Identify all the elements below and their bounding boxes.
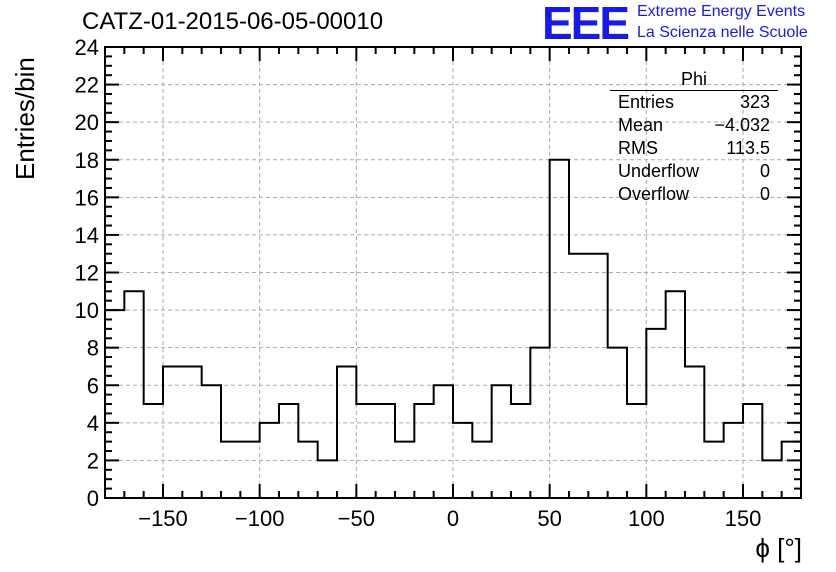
y-tick-label: 8 — [87, 336, 99, 361]
stats-label: Underflow — [618, 161, 700, 181]
y-tick-label: 0 — [87, 486, 99, 511]
y-tick-label: 12 — [75, 261, 99, 286]
y-tick-label: 16 — [75, 185, 99, 210]
stats-value: 0 — [759, 161, 770, 181]
y-tick-label: 6 — [87, 373, 99, 398]
stats-value: 323 — [739, 92, 770, 112]
stats-row-mean: Mean −4.032 — [610, 114, 778, 137]
x-tick-label: −100 — [235, 506, 285, 531]
x-tick-label: 0 — [447, 506, 459, 531]
stats-label: Entries — [618, 92, 675, 112]
stats-row-overflow: Overflow 0 — [610, 183, 778, 206]
stats-value: −4.032 — [714, 115, 770, 135]
y-tick-label: 4 — [87, 411, 99, 436]
y-tick-label: 18 — [75, 148, 99, 173]
logo-line-2: La Scienza nelle Scuole — [637, 24, 808, 41]
stats-box: Phi Entries 323 Mean −4.032 RMS 113.5 Un… — [610, 68, 778, 206]
y-tick-label: 10 — [75, 298, 99, 323]
stats-value: 0 — [759, 184, 770, 204]
stats-title: Phi — [610, 68, 778, 91]
x-tick-label: −150 — [138, 506, 188, 531]
x-axis-label: ϕ [°] — [755, 533, 802, 563]
stats-row-rms: RMS 113.5 — [610, 137, 778, 160]
stats-value: 113.5 — [726, 138, 770, 158]
x-tick-label: 50 — [537, 506, 561, 531]
y-axis-label: Entries/bin — [10, 57, 40, 180]
axis-ticks — [104, 46, 802, 499]
eee-logo: EEE — [542, 0, 630, 49]
y-tick-label: 24 — [75, 35, 99, 60]
stats-row-underflow: Underflow 0 — [610, 160, 778, 183]
logo-line-1: Extreme Energy Events — [637, 3, 806, 20]
stats-label: Mean — [618, 115, 664, 135]
histogram-line — [105, 158, 801, 462]
y-tick-label: 2 — [87, 448, 99, 473]
x-tick-label: 150 — [725, 506, 762, 531]
x-tick-label: −50 — [338, 506, 375, 531]
chart-title: CATZ-01-2015-06-05-00010 — [82, 8, 384, 35]
y-tick-label: 14 — [75, 223, 99, 248]
y-tick-label: 22 — [75, 73, 99, 98]
x-tick-label: 100 — [628, 506, 665, 531]
y-tick-label: 20 — [75, 110, 99, 135]
stats-row-entries: Entries 323 — [610, 91, 778, 114]
stats-label: Overflow — [618, 184, 690, 204]
stats-label: RMS — [618, 138, 658, 158]
